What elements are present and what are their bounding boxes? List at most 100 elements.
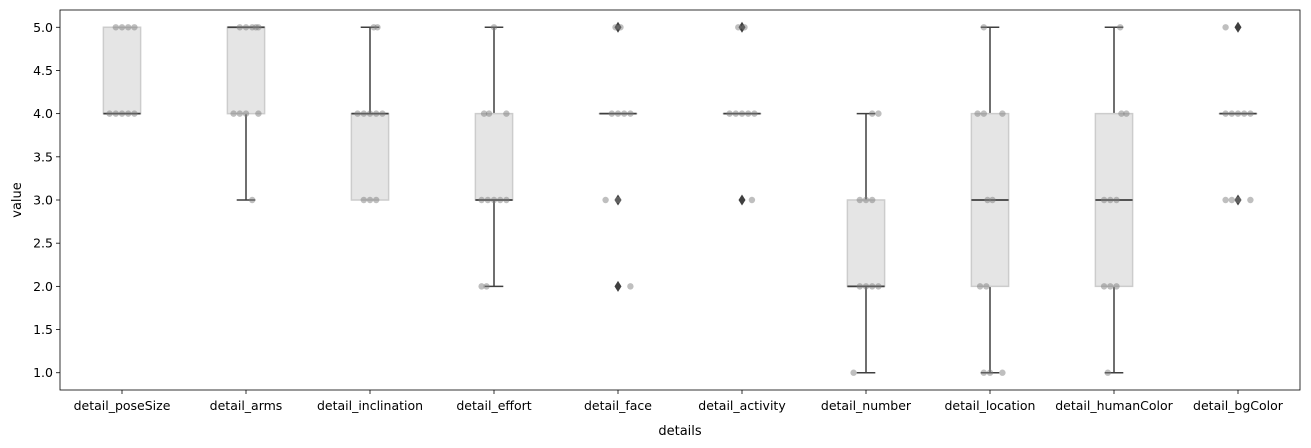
strip-point: [751, 110, 758, 117]
box-detail_poseSize: [102, 26, 142, 115]
strip-point: [614, 110, 622, 117]
strip-point: [255, 110, 262, 117]
strip-point: [627, 283, 634, 290]
strip-point: [366, 196, 374, 204]
strip-point: [983, 283, 990, 290]
strip-point: [1113, 196, 1120, 204]
strip-point: [980, 369, 987, 376]
strip-point: [862, 196, 870, 204]
strip-point: [379, 110, 386, 117]
strip-point: [984, 196, 991, 204]
box-body: [226, 26, 266, 115]
y-tick-label: 5.0: [33, 20, 53, 35]
x-tick-label: detail_arms: [210, 398, 283, 413]
y-tick-label: 2.5: [33, 236, 53, 251]
box-body: [474, 112, 514, 201]
strip-point: [1234, 196, 1242, 204]
strip-point: [255, 24, 262, 31]
strip-point: [478, 196, 485, 204]
strip-point: [735, 24, 742, 31]
x-axis-label: details: [658, 424, 702, 439]
strip-point: [118, 24, 126, 31]
strip-point: [627, 110, 634, 117]
strip-point: [236, 24, 243, 31]
x-axis: detail_poseSize detail_arms detail_inclina…: [74, 390, 1284, 413]
box-detail_number: [846, 112, 886, 374]
strip-point: [974, 110, 981, 117]
strip-point: [732, 110, 739, 117]
strip-point: [360, 110, 367, 117]
strip-point: [125, 110, 132, 117]
y-tick-label: 4.5: [33, 63, 53, 78]
strip-point: [999, 110, 1006, 117]
strip-point: [1228, 196, 1236, 204]
strip-point: [483, 283, 490, 290]
strip-point: [230, 110, 237, 117]
strip-point: [869, 110, 876, 117]
y-tick-label: 3.5: [33, 149, 53, 164]
strip-point: [976, 283, 984, 290]
box-body: [350, 112, 390, 201]
strip-point: [1107, 283, 1114, 290]
outlier-marker: [738, 194, 746, 206]
strip-point: [480, 110, 488, 117]
x-tick-label: detail_number: [821, 398, 912, 413]
strip-point: [748, 196, 756, 204]
strip-point: [1222, 24, 1229, 31]
strip-point: [1100, 196, 1108, 204]
y-tick-label: 2.0: [33, 279, 53, 294]
strip-point: [1104, 369, 1112, 376]
x-tick-label: detail_humanColor: [1055, 398, 1173, 413]
strip-point: [484, 196, 491, 204]
strip-point: [862, 283, 870, 290]
outlier-marker: [1234, 21, 1242, 33]
y-tick-label: 1.0: [33, 365, 53, 380]
strip-point: [869, 196, 876, 204]
strip-point: [112, 110, 120, 117]
strip-point: [490, 196, 498, 204]
y-axis: 1.0 1.5 2.0 2.5 3.0 3.5 4.0 4.5 5.0: [33, 20, 60, 380]
strip-point: [497, 196, 504, 204]
strip-point: [875, 110, 882, 117]
strip-point: [989, 196, 996, 204]
strip-point: [1247, 196, 1254, 204]
y-tick-label: 4.0: [33, 106, 53, 121]
x-tick-label: detail_bgColor: [1193, 398, 1284, 413]
strip-point: [112, 24, 120, 31]
strip-point: [850, 369, 857, 376]
strip-point: [980, 110, 987, 117]
strip-point: [1222, 196, 1229, 204]
x-tick-label: detail_poseSize: [74, 398, 171, 413]
strip-point: [612, 24, 619, 31]
strip-point: [131, 110, 138, 117]
strip-point: [980, 24, 987, 31]
x-tick-label: detail_face: [584, 398, 652, 413]
strip-point: [503, 110, 510, 117]
strip-point: [118, 110, 126, 117]
box-detail_effort: [474, 26, 514, 288]
strip-point: [999, 369, 1006, 376]
boxes-layer: [102, 21, 1258, 374]
box-detail_face: [598, 21, 638, 292]
strip-point: [1107, 196, 1114, 204]
strip-point: [1118, 110, 1125, 117]
strip-point: [106, 110, 113, 117]
strip-point: [1247, 110, 1254, 117]
strip-point: [360, 196, 367, 204]
strip-point: [242, 24, 250, 31]
strip-point: [726, 110, 733, 117]
y-axis-label: value: [10, 182, 25, 218]
strip-point: [242, 110, 250, 117]
x-tick-label: detail_effort: [456, 398, 531, 413]
box-body: [846, 199, 886, 288]
strip-point: [373, 110, 380, 117]
outlier-marker: [614, 280, 622, 292]
x-tick-label: detail_activity: [698, 398, 786, 413]
strip-point: [875, 283, 882, 290]
strip-point: [249, 196, 256, 204]
strip-point: [366, 110, 374, 117]
strip-point: [856, 196, 863, 204]
strip-point: [986, 369, 994, 376]
strip-point: [1241, 110, 1248, 117]
strip-point: [1234, 110, 1242, 117]
